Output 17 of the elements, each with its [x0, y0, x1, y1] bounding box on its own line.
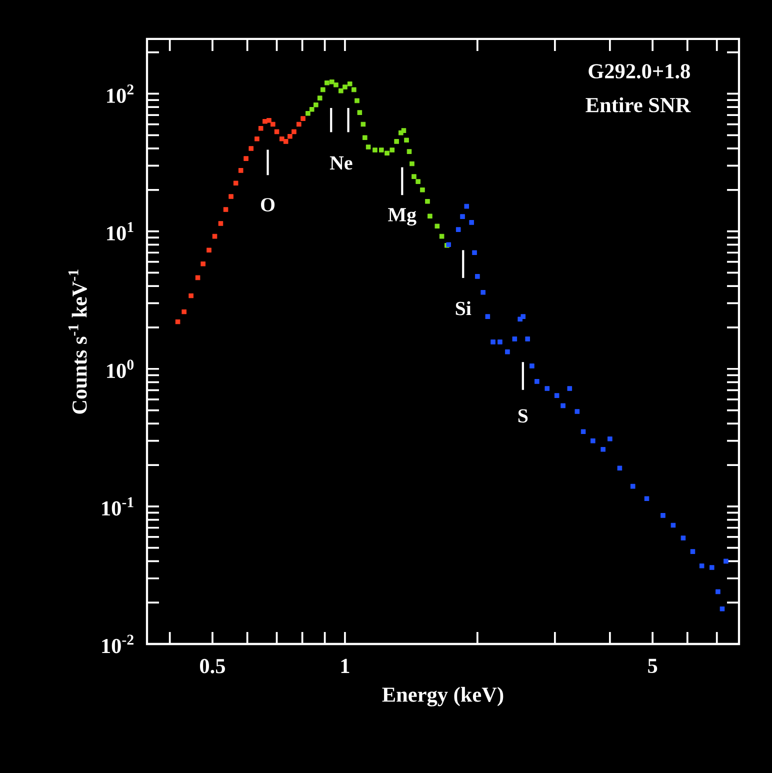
x-tick-label: 5 — [648, 658, 658, 674]
y-tick-label: 10$^{-1}$ — [102, 497, 134, 516]
annotation: O — [260, 198, 275, 212]
y-axis-title: Counts s$^{-1}$ keV$^{-1}$ — [68, 270, 87, 414]
annotation: Ne — [330, 156, 352, 170]
annotation: Mg — [388, 208, 416, 226]
y-tick-label: 10$^{1}$ — [107, 222, 134, 240]
y-tick-label: 10$^{-2}$ — [102, 634, 134, 654]
annotation: Entire SNR — [586, 97, 691, 112]
annotation: S — [518, 409, 528, 423]
x-tick-label: 1 — [341, 658, 350, 673]
x-tick-label: 0.5 — [200, 658, 225, 674]
y-tick-label: 10$^{2}$ — [107, 84, 134, 103]
annotation: Si — [456, 301, 472, 316]
x-axis-title: Energy (keV) — [382, 686, 504, 706]
annotation: G292.0+1.8 — [588, 64, 690, 78]
y-tick-label: 10$^{0}$ — [107, 360, 134, 378]
